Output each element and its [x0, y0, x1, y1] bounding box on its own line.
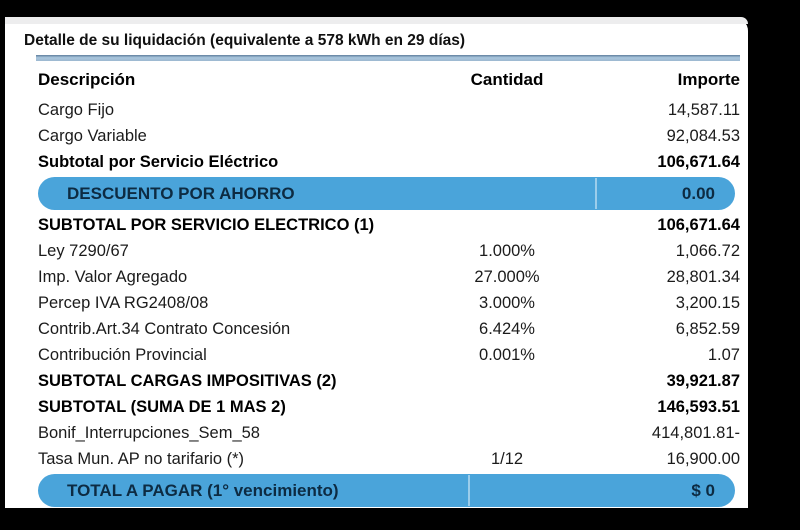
row-description: Percep IVA RG2408/08 — [38, 293, 209, 312]
table-row: SUBTOTAL POR SERVICIO ELECTRICO (1) 106,6… — [5, 212, 748, 238]
row-description: Bonif_Interrupciones_Sem_58 — [38, 423, 260, 442]
row-description: SUBTOTAL POR SERVICIO ELECTRICO (1) — [38, 215, 375, 234]
table-header-row: Descripción Cantidad Importe — [5, 67, 748, 93]
row-amount: 39,921.87 — [666, 371, 740, 390]
column-header-amount: Importe — [677, 70, 740, 89]
row-amount: 1.07 — [707, 345, 740, 364]
row-quantity: 0.001% — [479, 345, 535, 364]
row-description: Cargo Fijo — [38, 100, 115, 119]
row-amount: $ 0 — [691, 480, 715, 500]
highlight-row: DESCUENTO POR AHORRO 0.00 — [38, 177, 735, 210]
row-description: Imp. Valor Agregado — [38, 267, 188, 286]
row-description: SUBTOTAL CARGAS IMPOSITIVAS (2) — [38, 371, 337, 390]
row-description: DESCUENTO POR AHORRO — [67, 183, 295, 203]
row-amount: 106,671.64 — [657, 215, 740, 234]
row-description: Ley 7290/67 — [38, 241, 129, 260]
row-amount: 1,066.72 — [675, 241, 740, 260]
row-amount: 146,593.51 — [657, 397, 740, 416]
band-column-divider — [468, 475, 470, 506]
row-amount: 6,852.59 — [675, 319, 740, 338]
row-amount: 28,801.34 — [666, 267, 740, 286]
column-header-description: Descripción — [38, 70, 136, 89]
row-description: Contrib.Art.34 Contrato Concesión — [38, 319, 291, 338]
table-row: Cargo Fijo 14,587.11 — [5, 97, 748, 123]
column-header-quantity: Cantidad — [470, 70, 544, 89]
band-column-divider — [595, 178, 597, 209]
row-quantity: 1.000% — [479, 241, 535, 260]
row-amount: 16,900.00 — [666, 449, 740, 468]
table-row: Bonif_Interrupciones_Sem_58 414,801.81- — [5, 420, 748, 446]
row-description: TOTAL A PAGAR (1° vencimiento) — [67, 480, 339, 500]
row-description: Contribución Provincial — [38, 345, 207, 364]
table-row: SUBTOTAL (SUMA DE 1 MAS 2) 146,593.51 — [5, 394, 748, 420]
table-row: Cargo Variable 92,084.53 — [5, 123, 748, 149]
table-row: Imp. Valor Agregado 27.000% 28,801.34 — [5, 264, 748, 290]
row-description: Tasa Mun. AP no tarifario (*) — [38, 449, 245, 468]
table-body: Cargo Fijo 14,587.11 Cargo Variable 92,084.… — [5, 97, 748, 507]
section-title: Detalle de su liquidación (equivalente a… — [24, 32, 466, 49]
liquidation-detail-card: Detalle de su liquidación (equivalente a… — [5, 17, 748, 508]
row-amount: 414,801.81- — [651, 423, 740, 442]
row-quantity: 6.424% — [479, 319, 535, 338]
row-amount: 14,587.11 — [667, 100, 740, 119]
row-description: SUBTOTAL (SUMA DE 1 MAS 2) — [38, 397, 286, 416]
table-row: Contribución Provincial 0.001% 1.07 — [5, 342, 748, 368]
row-quantity: 3.000% — [479, 293, 535, 312]
table-row: Percep IVA RG2408/08 3.000% 3,200.15 — [5, 290, 748, 316]
row-amount: 0.00 — [681, 183, 715, 203]
table-row: Tasa Mun. AP no tarifario (*) 1/12 16,900.… — [5, 446, 748, 472]
table-row: Contrib.Art.34 Contrato Concesión 6.424% 6… — [5, 316, 748, 342]
table-row: Subtotal por Servicio Eléctrico 106,671.6… — [5, 149, 748, 175]
table-row: Ley 7290/67 1.000% 1,066.72 — [5, 238, 748, 264]
heading-underline — [36, 55, 740, 61]
row-amount: 92,084.53 — [666, 126, 740, 145]
highlight-row: TOTAL A PAGAR (1° vencimiento) $ 0 — [38, 474, 735, 507]
row-quantity: 1/12 — [490, 449, 524, 468]
row-quantity: 27.000% — [474, 267, 540, 286]
card-top-edge — [5, 17, 748, 24]
row-description: Subtotal por Servicio Eléctrico — [38, 152, 279, 171]
row-amount: 106,671.64 — [657, 152, 740, 171]
row-amount: 3,200.15 — [675, 293, 740, 312]
table-row: SUBTOTAL CARGAS IMPOSITIVAS (2) 39,921.87 — [5, 368, 748, 394]
row-description: Cargo Variable — [38, 126, 147, 145]
